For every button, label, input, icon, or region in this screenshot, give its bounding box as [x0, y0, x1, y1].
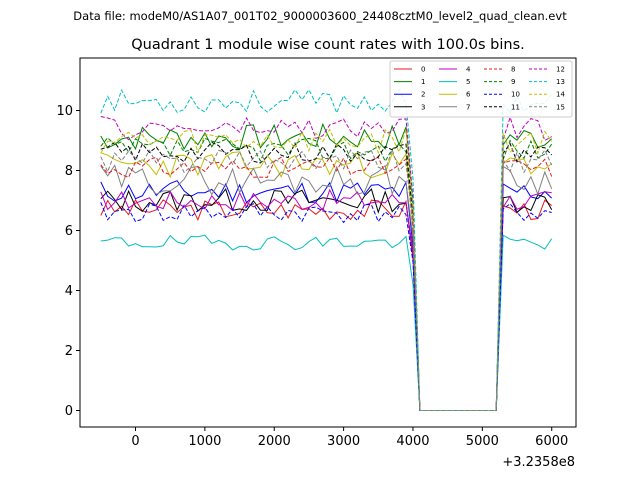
legend-label-2: 2: [421, 91, 425, 99]
legend-label-4: 4: [466, 66, 471, 74]
legend-frame: [389, 60, 573, 118]
ticks-layer: 0 1000 2000 3000 4000 5000 6000 0 2 4 6 8 10: [56, 104, 568, 449]
x-tick-label: 5000: [466, 434, 499, 449]
x-tick-label: 3000: [327, 434, 360, 449]
y-tick-label: 4: [65, 284, 73, 299]
series-line-5: [100, 234, 553, 411]
series-line-3: [100, 188, 553, 411]
x-tick-label: 6000: [535, 434, 568, 449]
x-tick-label: 2000: [258, 434, 291, 449]
series-line-8: [100, 156, 553, 411]
legend-label-7: 7: [466, 103, 470, 111]
legend-label-11: 11: [511, 103, 520, 111]
legend-label-0: 0: [421, 66, 425, 74]
legend-label-15: 15: [556, 103, 565, 111]
series-line-0: [100, 198, 553, 411]
chart-title: Quadrant 1 module wise count rates with …: [131, 37, 525, 53]
legend-label-12: 12: [556, 66, 565, 74]
x-offset-label: +3.2358e8: [502, 455, 575, 470]
series-line-2: [100, 180, 553, 411]
series-line-14: [100, 128, 553, 411]
y-tick-label: 2: [65, 344, 73, 359]
legend-label-3: 3: [421, 103, 425, 111]
legend-label-13: 13: [556, 78, 565, 86]
series-line-7: [100, 164, 553, 411]
series-line-9: [100, 137, 553, 411]
series-layer: [100, 88, 553, 411]
x-tick-label: 1000: [188, 434, 221, 449]
legend-label-8: 8: [511, 66, 515, 74]
legend-label-14: 14: [556, 91, 565, 99]
y-tick-label: 0: [65, 404, 73, 419]
y-tick-label: 10: [56, 104, 73, 119]
legend-label-1: 1: [421, 78, 425, 86]
axes-frame: [79, 57, 577, 428]
x-tick-label: 0: [131, 434, 139, 449]
series-line-12: [100, 115, 552, 411]
y-tick-label: 8: [65, 164, 73, 179]
series-line-11: [100, 141, 553, 411]
x-tick-label: 4000: [396, 434, 429, 449]
series-line-4: [100, 188, 552, 411]
y-tick-label: 6: [65, 224, 73, 239]
series-line-10: [100, 202, 552, 411]
legend-label-6: 6: [466, 91, 471, 99]
chart-suptitle: Data file: modeM0/AS1A07_001T02_90000036…: [73, 9, 567, 23]
legend-label-9: 9: [511, 78, 515, 86]
legend-label-5: 5: [466, 78, 470, 86]
legend-label-10: 10: [511, 91, 520, 99]
